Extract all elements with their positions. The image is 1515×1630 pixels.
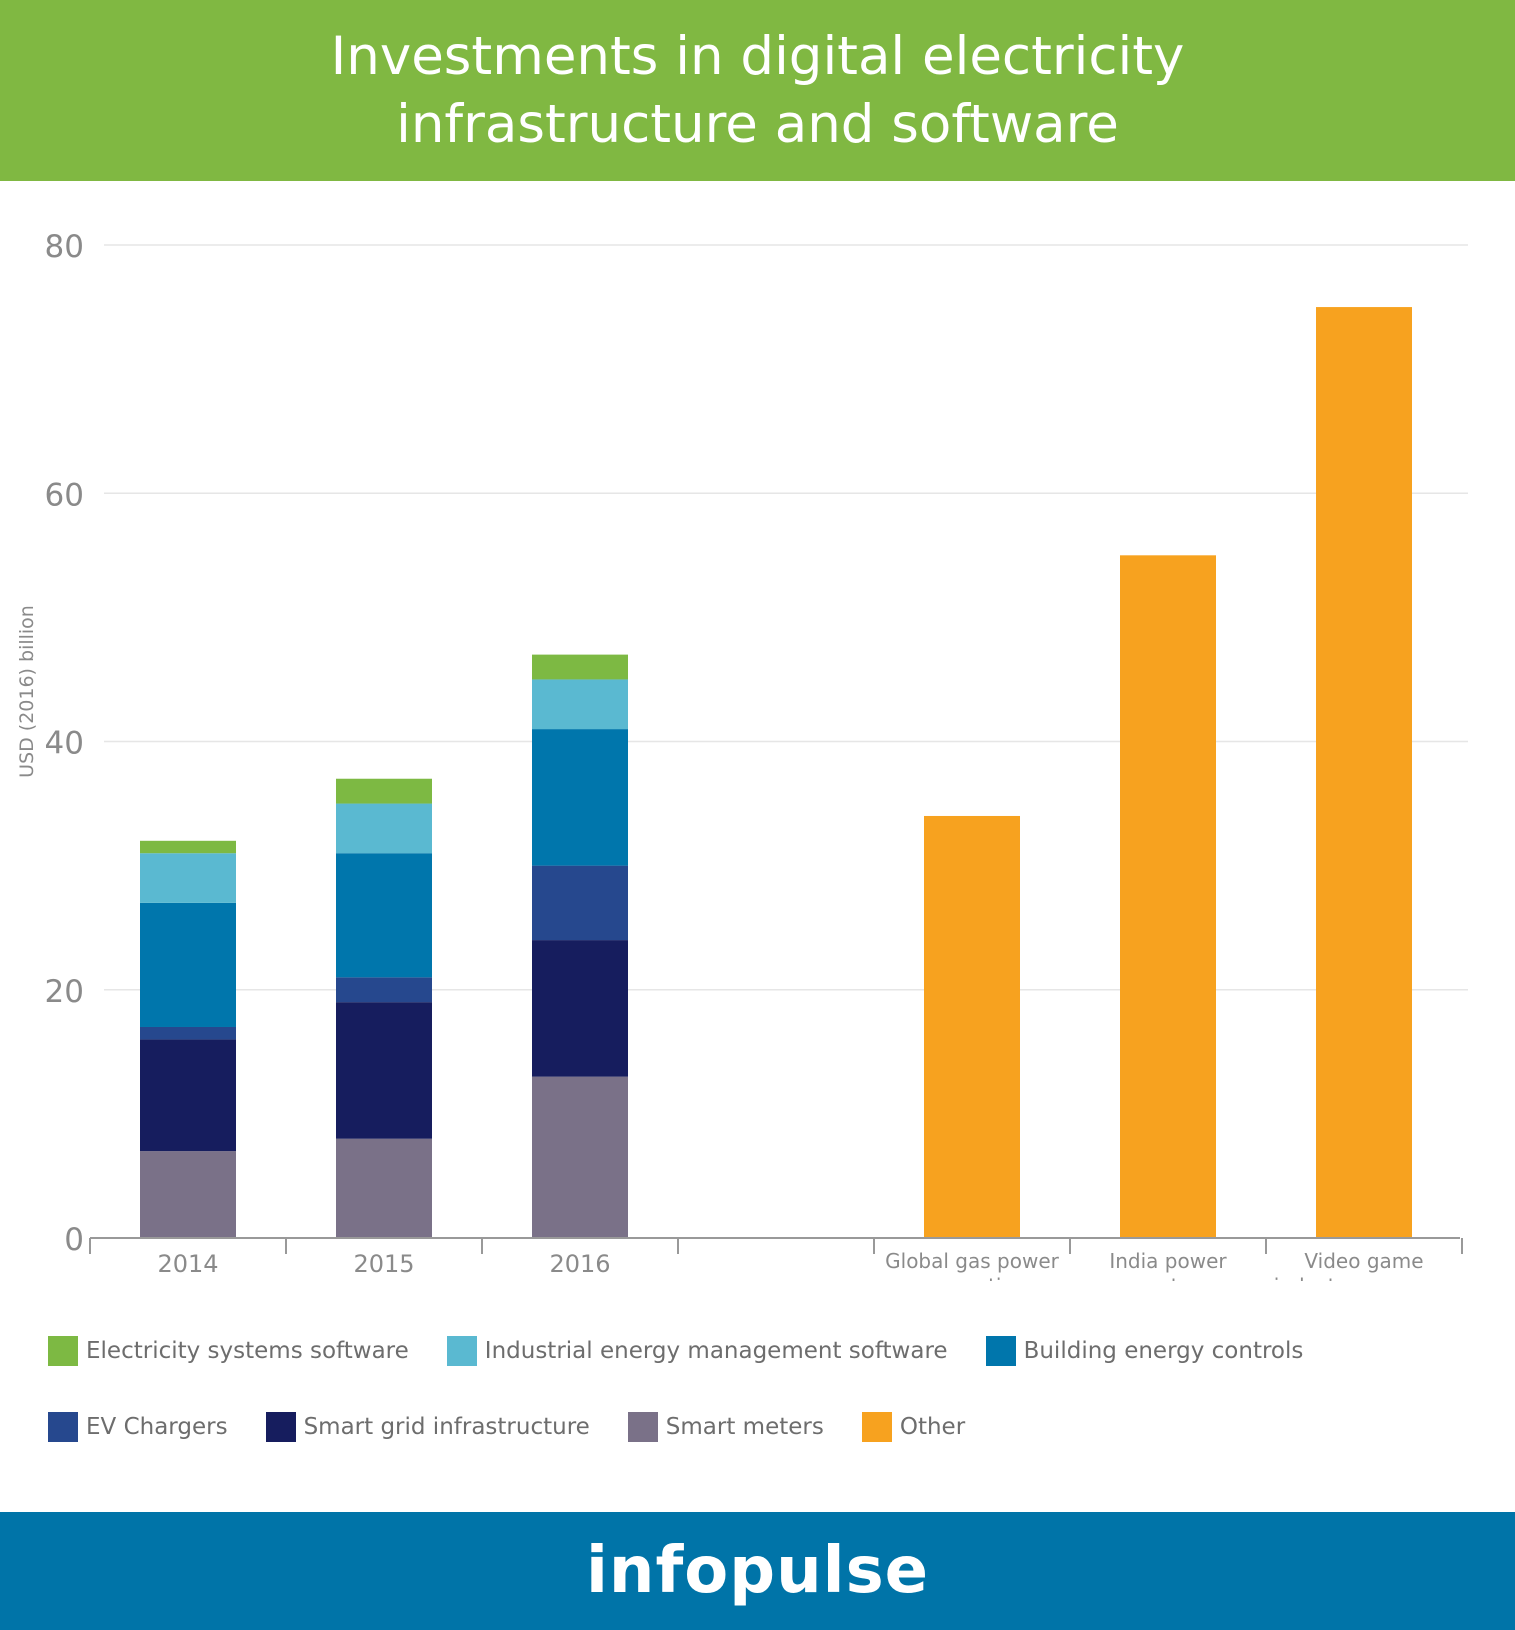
x-tick-label: India power [1109, 1249, 1227, 1273]
bar-segment [532, 865, 628, 941]
bar-segment [336, 853, 432, 978]
bar-segment [140, 853, 236, 903]
legend-label: Building energy controls [1023, 1338, 1304, 1364]
legend-swatch [627, 1412, 658, 1442]
legend-row: EV Chargers Smart grid infrastructure Smar… [48, 1411, 1468, 1443]
y-tick-label: 0 [64, 1222, 84, 1258]
y-axis-title: USD (2016) billion [16, 605, 38, 778]
bar-segment [336, 1138, 432, 1238]
bar-segment [532, 940, 628, 1077]
x-tick-label: generation [918, 1274, 1027, 1281]
bar-segment [336, 803, 432, 854]
bar-segment [140, 1039, 236, 1152]
legend-label: Smart meters [665, 1414, 824, 1440]
legend-item: EV Chargers [48, 1412, 228, 1442]
footer-banner: infopulse [0, 1512, 1515, 1630]
bar-segment [140, 902, 236, 1027]
bar-segment [1316, 307, 1412, 1238]
x-tick-label: 2015 [353, 1250, 414, 1278]
y-tick-label: 20 [45, 974, 84, 1010]
legend-label: EV Chargers [86, 1414, 228, 1440]
legend-item: Other [861, 1412, 966, 1442]
bar-segment [336, 977, 432, 1003]
chart-area: 0 20 40 60 80 USD (2016) billion 2014 2015 2016 G… [0, 181, 1515, 1511]
header-banner: Investments in digital electricity infra… [0, 0, 1515, 181]
bar-segment [140, 1151, 236, 1238]
bar-segment [336, 1002, 432, 1139]
legend-item: Industrial energy management software [446, 1336, 948, 1366]
bar-segment [532, 679, 628, 730]
y-tick-label: 60 [45, 477, 84, 513]
legend-label: Other [899, 1414, 966, 1440]
chart-legend: Electricity systems software Industrial e… [48, 1335, 1468, 1487]
bar-segment [924, 815, 1020, 1238]
brand-logo: infopulse [585, 1534, 930, 1608]
bar-segment [140, 1026, 236, 1040]
legend-swatch [48, 1412, 78, 1442]
legend-swatch [446, 1336, 477, 1366]
legend-swatch [48, 1336, 78, 1366]
legend-swatch [861, 1412, 892, 1442]
x-tick-label: Global gas power [885, 1249, 1059, 1273]
bar-segment [336, 778, 432, 804]
legend-item: Building energy controls [985, 1336, 1304, 1366]
legend-item: Smart meters [627, 1412, 824, 1442]
legend-item: Smart grid infrastructure [265, 1412, 590, 1442]
x-tick-label: industry revenues [1274, 1274, 1455, 1281]
bar-segment [1120, 555, 1216, 1238]
legend-row: Electricity systems software Industrial e… [48, 1335, 1468, 1367]
chart-title: Investments in digital electricity infra… [330, 25, 1185, 155]
x-tick-label: 2016 [549, 1250, 610, 1278]
bar-segment [532, 729, 628, 866]
legend-swatch [985, 1336, 1016, 1366]
x-tick-label: Video game [1304, 1249, 1423, 1273]
legend-label: Smart grid infrastructure [303, 1414, 590, 1440]
legend-item: Electricity systems software [48, 1336, 409, 1366]
legend-label: Industrial energy management software [484, 1338, 948, 1364]
x-tick-label: 2014 [157, 1250, 218, 1278]
y-tick-label: 40 [45, 726, 84, 762]
legend-label: Electricity systems software [86, 1338, 409, 1364]
legend-swatch [265, 1412, 296, 1442]
bar-segment [140, 840, 236, 854]
y-tick-label: 80 [45, 229, 84, 265]
bar-segment [532, 654, 628, 680]
bar-chart: 0 20 40 60 80 USD (2016) billion 2014 2015 2016 G… [16, 229, 1468, 1281]
x-tick-label: sector [1137, 1274, 1200, 1281]
bar-segment [532, 1076, 628, 1238]
